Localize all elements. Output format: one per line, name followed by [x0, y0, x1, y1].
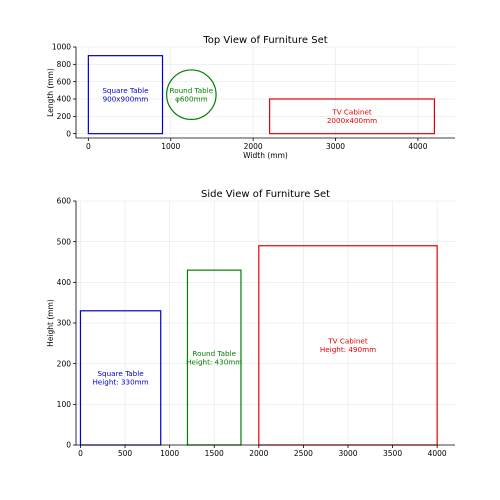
- y-tick-label: 400: [57, 278, 72, 287]
- top-view-square-table-label: Square Table: [102, 86, 149, 95]
- y-tick-label: 400: [57, 95, 72, 104]
- y-tick-label: 100: [57, 400, 72, 409]
- top-view-square-table-shape: [87, 55, 164, 135]
- x-tick-label: 2500: [294, 449, 313, 458]
- top-view-tv-cabinet-shape: [269, 98, 436, 135]
- side-view-square-table-label: Height: 330mm: [92, 378, 148, 387]
- top-view-round-table-label: φ600mm: [175, 94, 207, 103]
- x-tick-label: 2000: [244, 142, 263, 151]
- top-view-tv-cabinet-label: TV Cabinet: [331, 108, 372, 117]
- top-view-x-axis-title: Width (mm): [243, 151, 288, 160]
- y-tick-label: 200: [57, 112, 72, 121]
- y-tick-label: 300: [57, 319, 72, 328]
- x-tick-label: 0: [78, 449, 83, 458]
- x-tick-label: 2000: [249, 449, 268, 458]
- y-tick-label: 600: [57, 77, 72, 86]
- x-tick-label: 4000: [408, 142, 427, 151]
- x-tick-label: 1500: [205, 449, 224, 458]
- x-tick-label: 3000: [326, 142, 345, 151]
- y-tick-label: 500: [57, 237, 72, 246]
- x-tick-label: 500: [118, 449, 133, 458]
- x-tick-label: 4000: [428, 449, 447, 458]
- top-view-title: Top View of Furniture Set: [202, 35, 327, 46]
- top-view-round-table-shape: [166, 69, 217, 120]
- side-view-square-table-label: Square Table: [97, 369, 144, 378]
- side-view-tv-cabinet-label: TV Cabinet: [327, 337, 368, 346]
- x-tick-label: 3000: [338, 449, 357, 458]
- x-tick-label: 3500: [383, 449, 402, 458]
- side-view-y-axis-title: Height (mm): [46, 299, 55, 347]
- x-tick-label: 1000: [161, 142, 180, 151]
- x-tick-label: 0: [86, 142, 91, 151]
- side-view-round-table-label: Height: 430mm: [186, 357, 242, 366]
- y-tick-label: 0: [66, 129, 71, 138]
- top-view-square-table-label: 900x900mm: [103, 94, 149, 103]
- y-tick-label: 800: [57, 60, 72, 69]
- side-view-round-table-label: Round Table: [192, 349, 236, 358]
- top-view-round-table-label: Round Table: [170, 86, 214, 95]
- side-view-tv-cabinet-label: Height: 490mm: [320, 345, 376, 354]
- y-tick-label: 200: [57, 359, 72, 368]
- y-tick-label: 0: [66, 441, 71, 450]
- y-tick-label: 600: [57, 197, 72, 206]
- x-tick-label: 1000: [160, 449, 179, 458]
- top-view-y-axis-title: Length (mm): [46, 68, 55, 117]
- y-tick-label: 1000: [52, 43, 71, 52]
- side-view-grid: [76, 200, 455, 446]
- side-view-title: Side View of Furniture Set: [201, 189, 330, 200]
- top-view-tv-cabinet-label: 2000x400mm: [327, 116, 377, 125]
